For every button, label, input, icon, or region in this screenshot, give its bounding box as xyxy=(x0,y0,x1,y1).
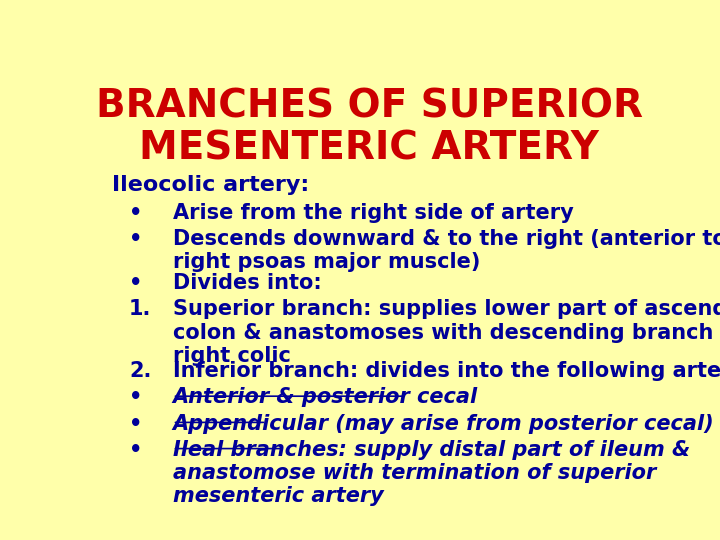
Text: •: • xyxy=(129,203,143,223)
Text: Appendicular (may arise from posterior cecal): Appendicular (may arise from posterior c… xyxy=(173,414,714,434)
Text: •: • xyxy=(129,388,143,408)
Text: Descends downward & to the right (anterior to
right psoas major muscle): Descends downward & to the right (anteri… xyxy=(173,229,720,272)
Text: MESENTERIC ARTERY: MESENTERIC ARTERY xyxy=(139,129,599,167)
Text: Ileal branches: supply distal part of ileum &
anastomose with termination of sup: Ileal branches: supply distal part of il… xyxy=(173,440,690,507)
Text: •: • xyxy=(129,273,143,293)
Text: 1.: 1. xyxy=(129,299,151,319)
Text: •: • xyxy=(129,414,143,434)
Text: •: • xyxy=(129,440,143,460)
Text: Arise from the right side of artery: Arise from the right side of artery xyxy=(173,203,573,223)
Text: 2.: 2. xyxy=(129,361,151,381)
Text: Superior branch: supplies lower part of ascending
colon & anastomoses with desce: Superior branch: supplies lower part of … xyxy=(173,299,720,366)
Text: Inferior branch: divides into the following arteries:: Inferior branch: divides into the follow… xyxy=(173,361,720,381)
Text: BRANCHES OF SUPERIOR: BRANCHES OF SUPERIOR xyxy=(96,87,642,126)
Text: Anterior & posterior cecal: Anterior & posterior cecal xyxy=(173,388,477,408)
Text: Divides into:: Divides into: xyxy=(173,273,321,293)
Text: •: • xyxy=(129,229,143,249)
Text: Ileocolic artery:: Ileocolic artery: xyxy=(112,175,310,195)
